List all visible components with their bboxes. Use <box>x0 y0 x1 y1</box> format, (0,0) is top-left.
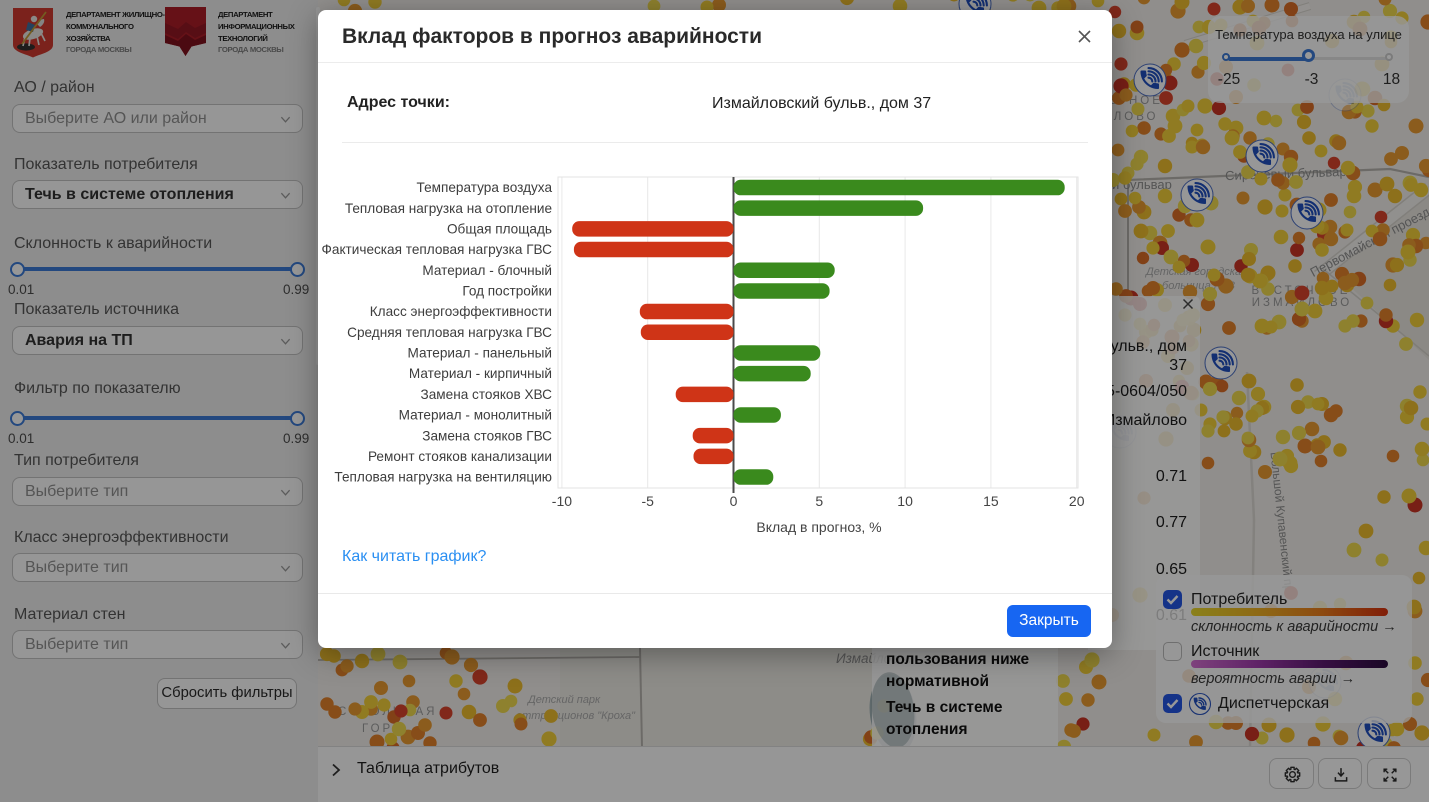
svg-text:-5: -5 <box>641 493 654 509</box>
svg-text:Материал - монолитный: Материал - монолитный <box>399 408 552 423</box>
svg-text:Тепловая нагрузка на отопление: Тепловая нагрузка на отопление <box>345 201 552 216</box>
svg-text:20: 20 <box>1069 493 1085 509</box>
svg-text:Замена стояков ХВС: Замена стояков ХВС <box>421 387 553 402</box>
svg-text:Материал - блочный: Материал - блочный <box>422 263 552 278</box>
svg-text:Класс энергоэффективности: Класс энергоэффективности <box>370 304 552 319</box>
svg-text:-10: -10 <box>552 493 572 509</box>
svg-text:Температура воздуха: Температура воздуха <box>417 180 553 195</box>
svg-text:ГОРА: ГОРА <box>362 723 403 735</box>
svg-text:Тепловая нагрузка на вентиляци: Тепловая нагрузка на вентиляцию <box>334 470 552 485</box>
svg-text:Материал - панельный: Материал - панельный <box>407 346 552 361</box>
svg-text:Замена стояков ГВС: Замена стояков ГВС <box>422 428 552 443</box>
svg-text:Общая площадь: Общая площадь <box>447 222 552 237</box>
svg-text:15: 15 <box>983 493 999 509</box>
svg-text:5: 5 <box>815 493 823 509</box>
svg-text:Ремонт стояков канализации: Ремонт стояков канализации <box>368 449 552 464</box>
svg-text:Средняя тепловая нагрузка ГВС: Средняя тепловая нагрузка ГВС <box>347 325 552 340</box>
svg-text:Вклад в прогноз, %: Вклад в прогноз, % <box>756 519 881 535</box>
svg-text:Материал - кирпичный: Материал - кирпичный <box>409 366 552 381</box>
svg-text:0: 0 <box>730 493 738 509</box>
svg-text:10: 10 <box>897 493 913 509</box>
svg-text:Детский парк: Детский парк <box>526 694 601 706</box>
svg-text:Фактическая тепловая нагрузка: Фактическая тепловая нагрузка ГВС <box>322 242 553 257</box>
svg-text:Год постройки: Год постройки <box>462 284 552 299</box>
